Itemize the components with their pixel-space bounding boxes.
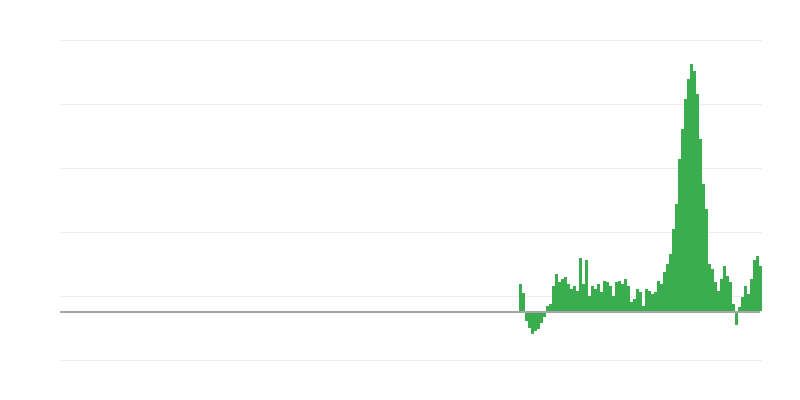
bar bbox=[708, 264, 711, 311]
bar bbox=[594, 289, 597, 311]
bar bbox=[735, 313, 738, 325]
bar bbox=[699, 139, 702, 311]
bar bbox=[528, 313, 531, 328]
gridline bbox=[60, 232, 762, 233]
bar bbox=[744, 286, 747, 311]
bar bbox=[741, 297, 744, 311]
bar bbox=[756, 256, 759, 311]
bar bbox=[549, 304, 552, 311]
bar bbox=[648, 291, 651, 311]
bar bbox=[654, 292, 657, 311]
gridline bbox=[60, 40, 762, 41]
gridline bbox=[60, 168, 762, 169]
bar bbox=[585, 260, 588, 311]
bar bbox=[522, 293, 525, 311]
bar bbox=[660, 284, 663, 311]
gridline bbox=[60, 296, 762, 297]
bar bbox=[657, 281, 660, 311]
bar bbox=[531, 313, 534, 334]
bar bbox=[591, 286, 594, 311]
bar bbox=[618, 281, 621, 311]
bar bbox=[621, 284, 624, 311]
bar bbox=[558, 282, 561, 311]
bar bbox=[612, 296, 615, 311]
bar bbox=[615, 282, 618, 311]
bar bbox=[561, 279, 564, 311]
bar bbox=[636, 289, 639, 311]
bar bbox=[732, 304, 735, 311]
bar bbox=[606, 282, 609, 311]
bar bbox=[555, 274, 558, 311]
bar bbox=[576, 291, 579, 311]
bar bbox=[609, 286, 612, 311]
bar bbox=[684, 99, 687, 311]
bar bbox=[693, 71, 696, 311]
bar bbox=[582, 284, 585, 311]
bar bbox=[567, 284, 570, 311]
bar bbox=[642, 306, 645, 311]
bar bbox=[543, 313, 546, 317]
bar bbox=[552, 286, 555, 311]
bar bbox=[672, 229, 675, 311]
bar bbox=[729, 282, 732, 311]
bar bbox=[630, 302, 633, 311]
bar bbox=[717, 291, 720, 311]
bar bbox=[720, 279, 723, 311]
bar bbox=[669, 254, 672, 311]
bar bbox=[759, 266, 762, 311]
bar bbox=[537, 313, 540, 329]
bar bbox=[663, 272, 666, 311]
bar bbox=[705, 209, 708, 311]
bar bbox=[696, 94, 699, 311]
bar bbox=[723, 266, 726, 311]
bar bbox=[651, 294, 654, 311]
bar bbox=[603, 281, 606, 311]
bar bbox=[639, 292, 642, 311]
bar bbox=[588, 296, 591, 311]
bar bbox=[600, 292, 603, 311]
bar bbox=[681, 129, 684, 311]
bar bbox=[570, 289, 573, 311]
gridline bbox=[60, 360, 762, 361]
bar bbox=[624, 279, 627, 311]
bar bbox=[540, 313, 543, 323]
bar bbox=[753, 260, 756, 311]
bar bbox=[714, 282, 717, 311]
bar bbox=[534, 313, 537, 331]
bar bbox=[738, 307, 741, 311]
bar bbox=[627, 286, 630, 311]
bar bbox=[573, 286, 576, 311]
bar bbox=[525, 313, 528, 321]
bar bbox=[711, 269, 714, 311]
bar bbox=[597, 284, 600, 311]
bar bbox=[702, 184, 705, 311]
bar bbox=[666, 264, 669, 311]
bar bbox=[519, 284, 522, 311]
bar bbox=[633, 299, 636, 311]
bar bbox=[726, 276, 729, 311]
gridline bbox=[60, 104, 762, 105]
bar bbox=[579, 258, 582, 311]
bar bbox=[750, 279, 753, 311]
bar bbox=[687, 79, 690, 311]
zero-axis-line bbox=[60, 311, 760, 313]
bar bbox=[645, 289, 648, 311]
bar bbox=[675, 204, 678, 311]
bar bbox=[546, 306, 549, 311]
bar bbox=[690, 64, 693, 311]
bar bbox=[678, 159, 681, 311]
bar bbox=[564, 277, 567, 311]
bar bbox=[747, 294, 750, 311]
